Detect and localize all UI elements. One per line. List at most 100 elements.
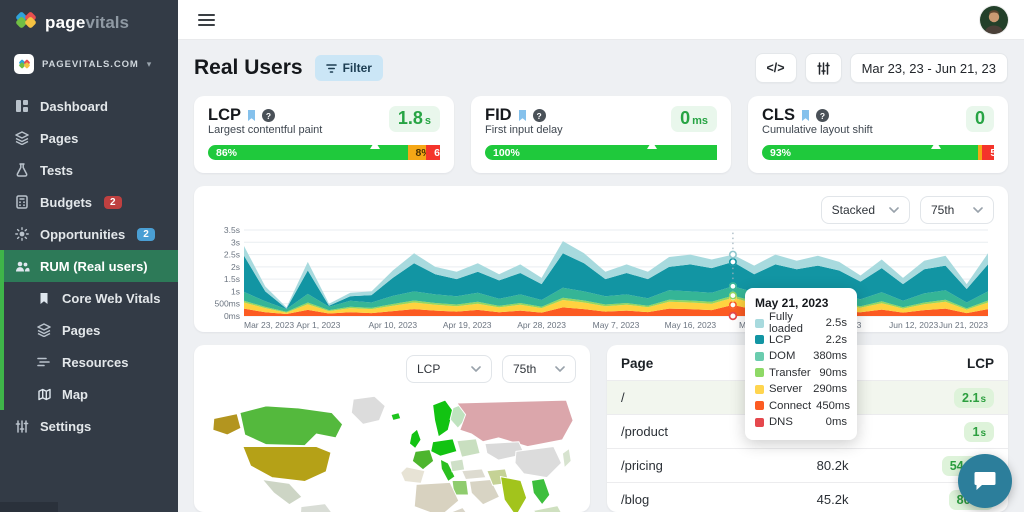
svg-text:0ms: 0ms — [224, 311, 240, 321]
bar-segment: 5% — [982, 145, 994, 160]
map-region-spain — [401, 467, 425, 483]
chart-mode-select[interactable]: Stacked — [821, 196, 910, 224]
layers-icon — [14, 131, 30, 145]
map-region-china — [515, 447, 561, 478]
svg-text:May 16, 2023: May 16, 2023 — [665, 320, 717, 330]
sidebar-item-dashboard[interactable]: Dashboard — [0, 90, 178, 122]
metric-card-fid: FID?First input delay0ms100% — [471, 96, 731, 173]
sidebar-item-pages[interactable]: Pages — [0, 122, 178, 154]
page-title: Real Users — [194, 56, 303, 80]
hamburger-menu-icon[interactable] — [194, 10, 219, 30]
svg-text:Jun 21, 2023: Jun 21, 2023 — [939, 320, 988, 330]
funnel-icon — [326, 64, 337, 73]
lcp-badge: 1s — [964, 422, 994, 442]
sidebar-subitem-resources[interactable]: Resources — [4, 346, 178, 378]
bookmark-icon[interactable] — [518, 110, 527, 121]
svg-text:3s: 3s — [231, 237, 240, 247]
timeline-chart-card: Stacked 75th 0ms500ms1s1.5s2s2.5s3s3.5sM… — [194, 186, 1008, 332]
bar-segment: 93% — [762, 145, 978, 160]
list-icon — [36, 356, 52, 368]
sidebar-item-tests[interactable]: Tests — [0, 154, 178, 186]
map-region-balkans — [450, 459, 465, 472]
sidebar-footer — [0, 502, 58, 512]
map-region-east-europe — [457, 439, 480, 457]
chat-widget-button[interactable] — [958, 454, 1012, 508]
user-avatar[interactable] — [980, 6, 1008, 34]
svg-text:1s: 1s — [231, 286, 240, 296]
map-region-turkey — [462, 469, 486, 480]
help-icon[interactable]: ? — [262, 109, 275, 122]
series-color-swatch — [755, 401, 764, 410]
display-settings-button[interactable] — [805, 53, 842, 83]
tooltip-row: Transfer90ms — [755, 365, 847, 382]
nav-badge: 2 — [137, 228, 155, 241]
svg-text:500ms: 500ms — [214, 299, 240, 309]
sidebar-subitem-pages[interactable]: Pages — [4, 314, 178, 346]
percentile-marker — [370, 141, 380, 149]
sidebar-item-rum-real-users[interactable]: RUM (Real users) — [4, 250, 178, 282]
tooltip-date: May 21, 2023 — [755, 296, 847, 310]
world-map[interactable] — [208, 391, 576, 512]
chevron-down-icon — [471, 366, 481, 372]
title-row: Real Users Filter </> Mar 23, 23 - Jun 2… — [194, 53, 1008, 83]
svg-text:Apr 1, 2023: Apr 1, 2023 — [296, 320, 340, 330]
map-region-mexico — [262, 479, 302, 504]
map-metric-select[interactable]: LCP — [406, 355, 492, 383]
embed-code-button[interactable]: </> — [755, 53, 797, 83]
map-region-iceland — [391, 413, 401, 421]
svg-text:Apr 10, 2023: Apr 10, 2023 — [368, 320, 417, 330]
map-region-se-asia — [531, 479, 549, 505]
map-region-alaska — [213, 414, 241, 435]
filter-button[interactable]: Filter — [315, 55, 383, 81]
site-selector[interactable]: PAGEVITALS.COM ▾ — [0, 42, 178, 84]
bar-segment: 6% — [426, 145, 440, 160]
metric-distribution-bar: 93%1%5% — [762, 145, 994, 160]
bookmark-icon — [36, 292, 52, 305]
table-header-lcp[interactable]: LCP — [862, 345, 1008, 381]
calculator-icon — [14, 195, 30, 209]
metric-distribution-bar: 100% — [485, 145, 717, 160]
metric-name: LCP — [208, 106, 241, 125]
sidebar-item-opportunities[interactable]: Opportunities2 — [0, 218, 178, 250]
bookmark-icon[interactable] — [247, 110, 256, 121]
brand-name-bold: page — [45, 13, 85, 32]
svg-text:1.5s: 1.5s — [224, 274, 240, 284]
table-header-page[interactable]: Page — [607, 345, 743, 381]
metric-value-badge: 1.8s — [389, 106, 440, 132]
svg-text:3.5s: 3.5s — [224, 226, 240, 235]
sidebar-subitem-map[interactable]: Map — [4, 378, 178, 410]
map-percentile-select[interactable]: 75th — [502, 355, 576, 383]
brand-name-light: vitals — [85, 13, 128, 32]
bar-segment: 100% — [485, 145, 717, 160]
help-icon[interactable]: ? — [533, 109, 546, 122]
bookmark-icon[interactable] — [801, 110, 810, 121]
help-icon[interactable]: ? — [816, 109, 829, 122]
map-region-japan — [562, 449, 571, 468]
series-color-swatch — [755, 368, 764, 377]
lcp-badge: 2.1s — [954, 388, 994, 408]
sidebar-item-settings[interactable]: Settings — [0, 410, 178, 442]
date-range-button[interactable]: Mar 23, 23 - Jun 21, 23 — [850, 53, 1008, 83]
table-row[interactable]: /blog45.2k80ms — [607, 483, 1008, 512]
map-icon — [36, 388, 52, 401]
metric-description: Cumulative layout shift — [762, 124, 873, 136]
svg-text:2.5s: 2.5s — [224, 250, 240, 260]
percentile-marker — [931, 141, 941, 149]
svg-text:Mar 23, 2023: Mar 23, 2023 — [244, 320, 294, 330]
chart-percentile-select[interactable]: 75th — [920, 196, 994, 224]
brand[interactable]: pagevitals — [0, 0, 178, 42]
site-name: PAGEVITALS.COM — [42, 59, 139, 70]
sidebar-subitem-core-web-vitals[interactable]: Core Web Vitals — [4, 282, 178, 314]
tooltip-row: Server290ms — [755, 381, 847, 398]
brand-logo-icon — [14, 9, 38, 36]
tooltip-row: DNS0ms — [755, 414, 847, 431]
map-region-north-africa — [414, 482, 459, 512]
sidebar-item-budgets[interactable]: Budgets2 — [0, 186, 178, 218]
stacked-area-chart[interactable]: 0ms500ms1s1.5s2s2.5s3s3.5sMar 23, 2023Ap… — [208, 226, 994, 339]
map-region-france — [412, 449, 433, 469]
rum-section: RUM (Real users) Core Web VitalsPagesRes… — [0, 250, 178, 410]
svg-text:Apr 28, 2023: Apr 28, 2023 — [517, 320, 566, 330]
series-color-swatch — [755, 418, 764, 427]
table-row[interactable]: /pricing80.2k544ms — [607, 449, 1008, 483]
chart-tooltip: May 21, 2023 Fully loaded2.5sLCP2.2sDOM3… — [745, 288, 857, 440]
